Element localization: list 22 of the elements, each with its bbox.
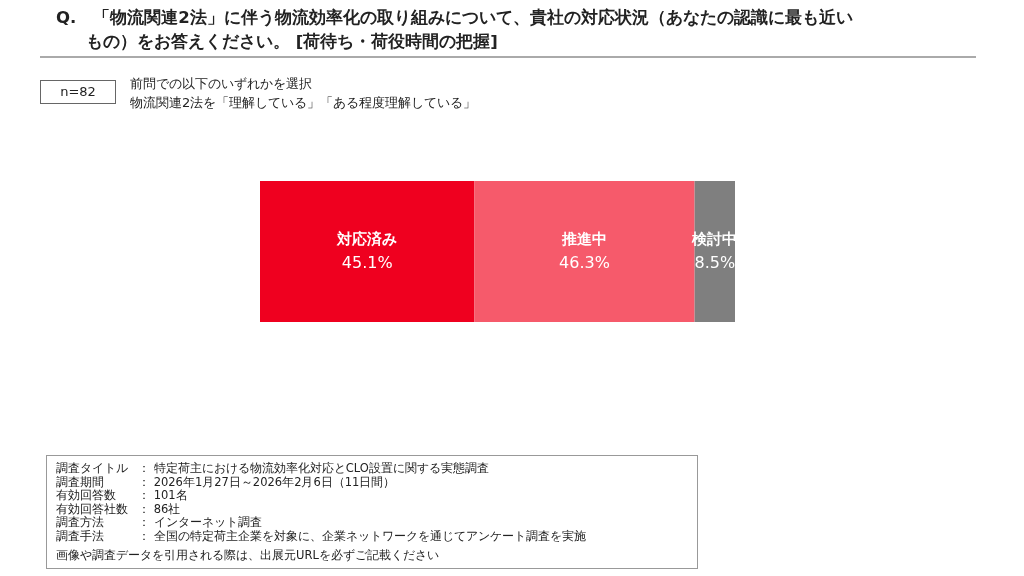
data-label: 8.5% (694, 252, 736, 272)
annotation: 有効回答数 (56, 489, 116, 502)
annotation: 調査タイトル (56, 462, 128, 475)
annotation: ： インターネット調査 (138, 516, 262, 529)
annotation: 調査期間 (56, 475, 104, 489)
annotation: ： 2026年1月27日～2026年2月6日（11日間） (138, 475, 396, 489)
data-label: 46.3% (559, 252, 610, 272)
series-label: 対応済み (336, 229, 398, 248)
annotation: 画像や調査データを引用される際は、出展元URLを必ずご記載ください (56, 549, 439, 562)
annotation: 調査手法 (56, 529, 104, 543)
series-label: 推進中 (561, 229, 608, 248)
annotation: 調査方法 (56, 516, 104, 529)
annotation: n=82 (40, 80, 116, 104)
annotation: ： 86社 (138, 502, 181, 516)
subtitle: 前問での以下のいずれかを選択 (130, 75, 312, 93)
title: Q. 「物流関連2法」に伴う物流効率化の取り組みについて、貴社の対応状況（あなたの認識に最も近いもの）をお答えください。 [荷待ち・荷役時間の把握] (56, 7, 854, 53)
annotation: 物流関連2法を「理解している」「ある程度理解している」 (130, 94, 477, 112)
annotation: 有効回答社数 (56, 502, 128, 516)
annotation: ： 全国の特定荷主企業を対象に、企業ネットワークを通じてアンケート調査を実施 (138, 529, 586, 543)
data-label: 45.1% (341, 252, 393, 272)
annotation: ： 特定荷主における物流効率化対応とCLO設置に関する実態調査 (138, 462, 489, 475)
annotation: ： 101名 (138, 489, 188, 502)
